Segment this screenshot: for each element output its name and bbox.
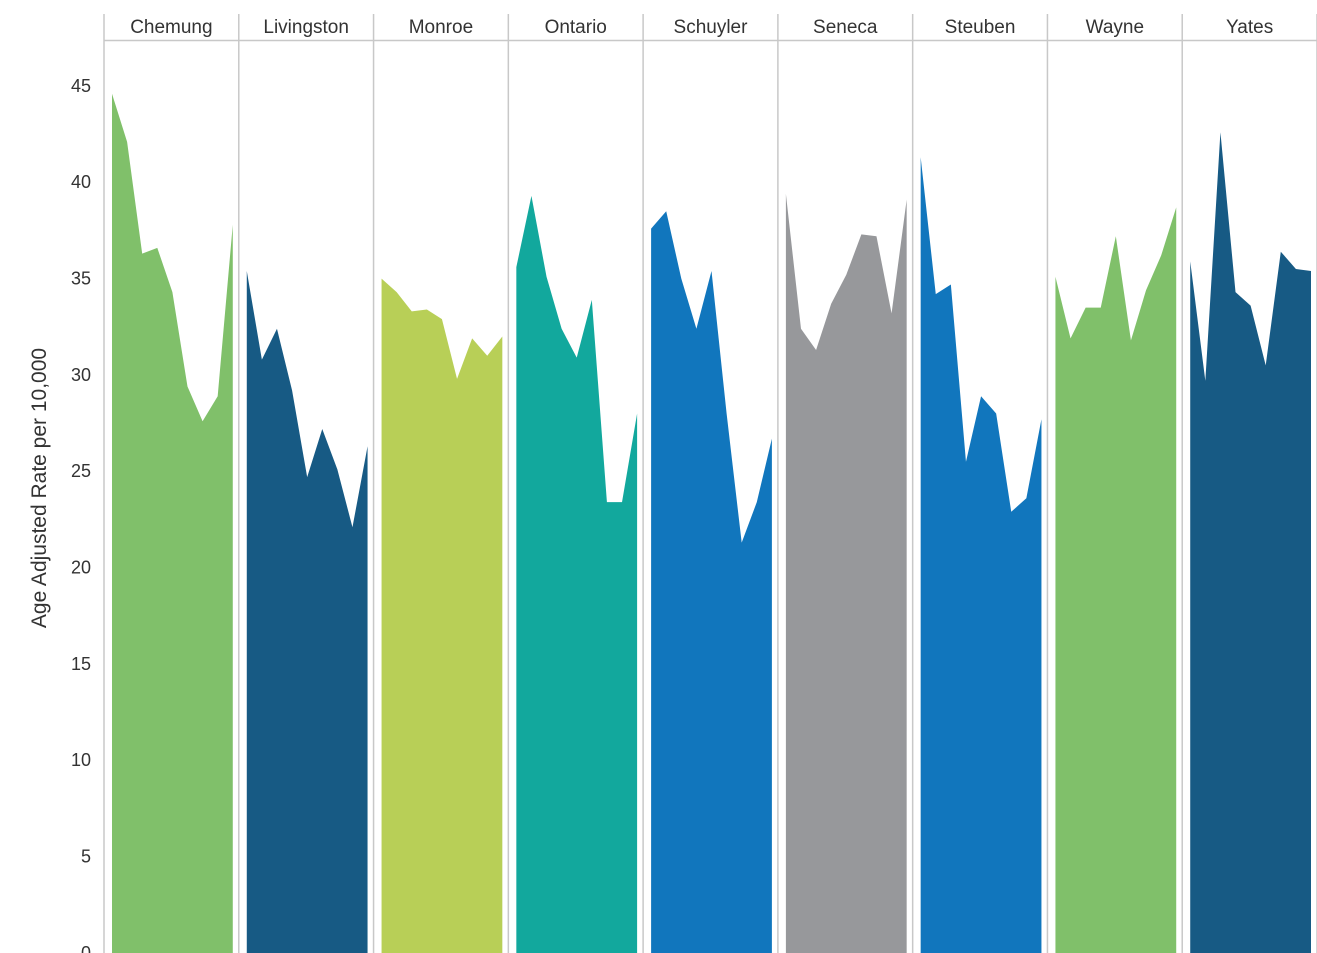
y-tick-label: 20 (71, 557, 91, 577)
panel-label-ontario: Ontario (545, 17, 607, 38)
y-axis: 0 5 10 15 20 25 30 35 40 45 (71, 76, 91, 953)
y-tick-label: 35 (71, 268, 91, 288)
area-seneca (785, 193, 907, 953)
panel-label-wayne: Wayne (1086, 17, 1144, 38)
area-wayne (1055, 207, 1177, 953)
panel-labels: Chemung Livingston Monroe Ontario Schuyler Se… (130, 17, 1273, 38)
area-steuben (920, 157, 1042, 953)
y-tick-label: 5 (81, 846, 91, 866)
panel-label-chemung: Chemung (130, 17, 212, 38)
panel-label-livingston: Livingston (263, 17, 349, 38)
panel-label-schuyler: Schuyler (674, 17, 749, 38)
area-series-group (112, 93, 1311, 953)
panel-label-monroe: Monroe (409, 17, 473, 38)
y-tick-label: 10 (71, 750, 91, 770)
area-schuyler (651, 211, 772, 953)
panel-label-steuben: Steuben (945, 17, 1016, 38)
panel-label-yates: Yates (1226, 17, 1273, 38)
panel-separators (103, 14, 1317, 953)
area-monroe (381, 278, 503, 953)
area-ontario (516, 195, 638, 953)
area-yates (1190, 132, 1311, 953)
y-tick-label: 45 (71, 76, 91, 96)
y-axis-label: Age Adjusted Rate per 10,000 (28, 348, 51, 628)
y-tick-label: 25 (71, 461, 91, 481)
area-livingston (246, 270, 368, 953)
area-chemung (112, 93, 233, 953)
panel-label-seneca: Seneca (813, 17, 878, 38)
y-tick-label: 15 (71, 654, 91, 674)
y-tick-label: 40 (71, 172, 91, 192)
y-tick-label: 30 (71, 365, 91, 385)
y-tick-label: 0 (81, 943, 91, 953)
